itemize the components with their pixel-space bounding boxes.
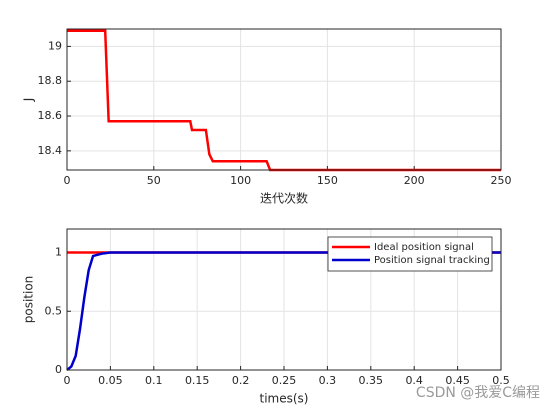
- y-axis-label: position: [22, 276, 36, 324]
- data-line: [66, 251, 501, 371]
- y-tick-label: 1: [55, 246, 62, 259]
- axes-frame: [66, 228, 502, 371]
- x-tick-label: 0.25: [272, 374, 297, 387]
- x-tick-label: 250: [491, 174, 512, 187]
- x-tick-label: 0.3: [319, 374, 337, 387]
- axes-background: [67, 29, 501, 170]
- x-axis-label: times(s): [260, 392, 309, 406]
- x-tick-label: 0.4: [405, 374, 423, 387]
- legend-label: Ideal position signal: [374, 242, 474, 253]
- x-axis-label: 迭代次数: [260, 191, 308, 206]
- x-tick-label: 0.1: [145, 374, 163, 387]
- x-tick-label: 0.45: [445, 374, 470, 387]
- y-tick-label: 0.5: [45, 304, 63, 317]
- x-tick-label: 0.2: [232, 374, 250, 387]
- x-tick-label: 0.5: [492, 374, 510, 387]
- legend-box: [327, 236, 493, 272]
- legend-label: Position signal tracking: [374, 255, 490, 266]
- x-tick-label: 150: [317, 174, 338, 187]
- x-tick-label: 0: [64, 374, 71, 387]
- x-tick-label: 200: [404, 174, 425, 187]
- data-line: [67, 29, 501, 172]
- x-tick-label: 0.05: [98, 374, 123, 387]
- x-tick-label: 100: [230, 174, 251, 187]
- x-tick-label: 0.15: [185, 374, 210, 387]
- y-axis-label: J: [22, 98, 36, 103]
- y-tick-label: 19: [48, 39, 62, 52]
- y-tick-label: 18.4: [38, 144, 63, 157]
- axes-frame: [66, 28, 502, 171]
- y-tick-label: 18.8: [38, 74, 63, 87]
- x-tick-label: 50: [147, 174, 161, 187]
- y-tick-label: 18.6: [38, 109, 63, 122]
- x-tick-label: 0: [64, 174, 71, 187]
- x-tick-label: 0.35: [359, 374, 384, 387]
- watermark: CSDN @我爱C编程: [416, 385, 540, 401]
- y-tick-label: 0: [55, 363, 62, 376]
